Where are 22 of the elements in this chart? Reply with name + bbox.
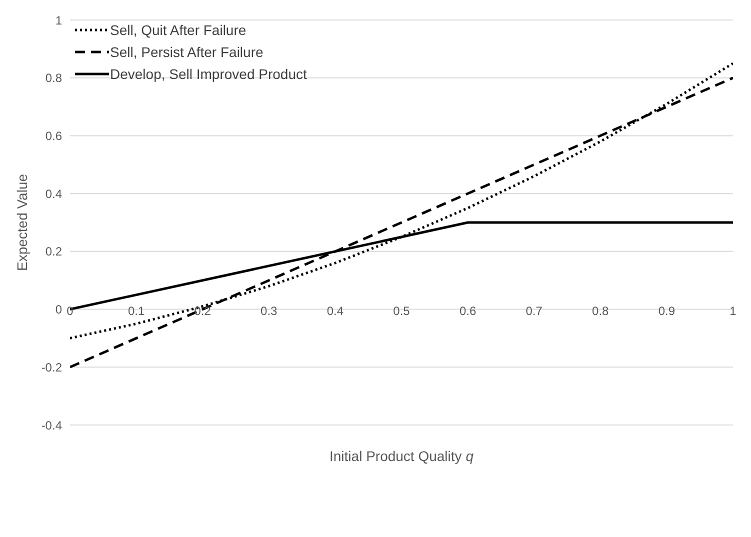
y-tick-label: -0.2 [41,360,62,374]
y-tick-label: 0.4 [45,186,62,201]
x-tick-label: 0.3 [260,304,278,318]
x-tick-label: 0.1 [128,304,145,318]
y-tick-label: 0.2 [45,244,62,259]
x-tick-label: 0.9 [658,304,676,318]
x-tick-label: 0.4 [326,304,344,318]
y-tick-label: -0.4 [41,418,62,432]
x-tick-label: 0.5 [393,304,410,318]
x-tick-label: 0.7 [526,304,543,318]
y-axis-title: Expected Value [14,174,30,272]
x-tick-label: 0.8 [592,304,610,318]
x-tick-label: 0 [66,304,74,318]
legend-label: Develop, Sell Improved Product [110,66,307,82]
y-tick-label: 0.8 [45,71,62,86]
x-axis-title: Initial Product Quality q [330,448,474,464]
x-tick-label: 1 [730,304,737,318]
y-tick-label: 1 [55,13,62,28]
legend-label: Sell, Persist After Failure [110,44,264,60]
y-tick-label: 0.6 [45,128,62,143]
legend-label: Sell, Quit After Failure [110,22,246,38]
x-tick-label: 0.6 [459,304,476,318]
